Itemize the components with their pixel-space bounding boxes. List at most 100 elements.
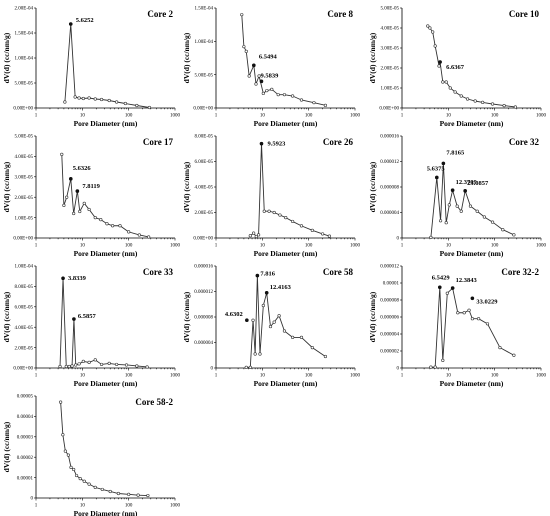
x-tick-label: 1 xyxy=(215,244,218,249)
data-point xyxy=(82,479,86,483)
data-point xyxy=(69,465,73,470)
data-point xyxy=(116,491,120,496)
data-point xyxy=(445,291,449,295)
peak-label: 23.0857 xyxy=(467,180,489,187)
chart-panel-8: 0 0.000004 0.000008 0.000012 0.000016 1 10 100 1… xyxy=(182,265,361,388)
data-point xyxy=(438,219,443,223)
data-point xyxy=(467,308,471,312)
data-point xyxy=(60,152,64,156)
y-axis-label: dV(d) (cc/nm/g) xyxy=(2,291,11,342)
data-point xyxy=(465,97,470,101)
y-tick-label: 0.00E+00 xyxy=(193,107,213,112)
data-point xyxy=(74,363,78,367)
data-point xyxy=(321,232,325,236)
data-point xyxy=(247,74,251,78)
peak-label: 9.5923 xyxy=(267,141,286,148)
x-axis-label: Pore Diameter (nm) xyxy=(440,379,504,388)
data-point xyxy=(147,105,151,110)
y-tick-label: 1.00E-04 xyxy=(15,265,34,270)
peak-label: 6.5429 xyxy=(432,274,451,281)
peak-label: 5.6375 xyxy=(427,165,446,172)
peak-label: 6.5494 xyxy=(259,53,278,60)
x-tick-label: 100 xyxy=(305,244,313,249)
data-point xyxy=(145,365,149,369)
data-point xyxy=(78,209,82,214)
y-tick-label: 0.000004 xyxy=(380,333,399,338)
data-point xyxy=(72,211,76,216)
x-axis-label: Pore Diameter (nm) xyxy=(254,249,318,258)
y-tick-label: 0 xyxy=(31,497,34,502)
x-axis-label: Pore Diameter (nm) xyxy=(74,509,138,516)
data-point xyxy=(72,467,76,472)
y-axis-label: dV(d) (cc/nm/g) xyxy=(368,32,377,83)
y-tick-label: 2.00E-05 xyxy=(195,211,214,216)
peak-marker xyxy=(441,161,446,166)
y-tick-label: 0 xyxy=(211,367,214,372)
data-point xyxy=(107,98,111,103)
data-point xyxy=(459,94,463,98)
data-point xyxy=(124,363,129,367)
data-point xyxy=(251,318,255,322)
data-point xyxy=(448,86,452,90)
data-point xyxy=(254,82,258,86)
data-point xyxy=(81,359,85,363)
series-line xyxy=(430,287,515,368)
y-tick-label: 6.00E-05 xyxy=(15,306,34,311)
peak-label: 6.5857 xyxy=(78,313,97,320)
y-tick-label: 1.00E-04 xyxy=(195,40,214,45)
y-tick-label: 5.00E-05 xyxy=(15,135,34,140)
x-tick-label: 100 xyxy=(491,244,499,249)
y-tick-label: 4.00E-05 xyxy=(15,326,34,331)
x-tick-label: 1 xyxy=(35,374,38,379)
data-point xyxy=(310,228,314,232)
data-point xyxy=(327,234,331,238)
data-point xyxy=(323,103,328,107)
chart-panel-2: 0.00E+00 5.00E-05 1.00E-04 1.50E-04 1 10 100 10… xyxy=(182,7,361,128)
data-point xyxy=(429,365,433,369)
peak-label: 12.3709 xyxy=(456,179,478,186)
data-point xyxy=(323,354,328,359)
data-point xyxy=(485,322,490,326)
peak-label: 3.8339 xyxy=(68,275,87,282)
core-label: Core 8 xyxy=(327,9,353,19)
x-axis-label: Pore Diameter (nm) xyxy=(254,379,318,388)
core-label: Core 33 xyxy=(143,267,174,277)
data-point xyxy=(87,96,91,100)
y-tick-label: 2.00E-05 xyxy=(15,346,34,351)
chart-panel-4: 0.00E+00 1.00E-05 2.00E-05 3.00E-05 4.00E-05… xyxy=(2,135,181,258)
data-point xyxy=(115,100,119,104)
data-point xyxy=(257,74,261,78)
data-point xyxy=(310,346,314,350)
series-line xyxy=(59,278,148,368)
data-point xyxy=(501,228,505,232)
series-line xyxy=(64,23,150,108)
data-point xyxy=(58,364,62,369)
x-axis-label: Pore Diameter (nm) xyxy=(74,119,138,128)
data-point xyxy=(100,487,104,492)
y-tick-label: 0.000006 xyxy=(380,316,399,321)
data-point xyxy=(258,352,262,356)
y-tick-label: 0.000012 xyxy=(380,265,399,270)
data-point xyxy=(99,97,104,102)
y-tick-label: 4.00E-05 xyxy=(381,27,400,32)
y-tick-label: 0.000002 xyxy=(380,350,399,355)
data-point xyxy=(61,433,65,437)
data-point xyxy=(277,314,281,318)
y-tick-label: 0.00004 xyxy=(17,415,34,420)
data-point xyxy=(498,346,502,350)
data-point xyxy=(444,221,448,225)
y-tick-label: 1.00E-05 xyxy=(15,216,34,221)
x-tick-label: 100 xyxy=(305,374,313,379)
y-tick-label: 2.00E-05 xyxy=(381,67,400,72)
x-tick-label: 10 xyxy=(446,114,452,119)
data-point xyxy=(262,209,266,213)
y-tick-label: 4.00E-05 xyxy=(15,155,34,160)
x-tick-label: 10 xyxy=(80,374,86,379)
x-tick-label: 1 xyxy=(215,374,218,379)
data-point xyxy=(99,218,103,222)
data-point xyxy=(429,235,433,239)
x-tick-label: 1000 xyxy=(170,244,181,249)
y-axis-label: dV(d) (cc/nm/g) xyxy=(368,161,377,212)
data-point xyxy=(441,80,445,84)
peak-label: 9.5839 xyxy=(260,72,279,79)
